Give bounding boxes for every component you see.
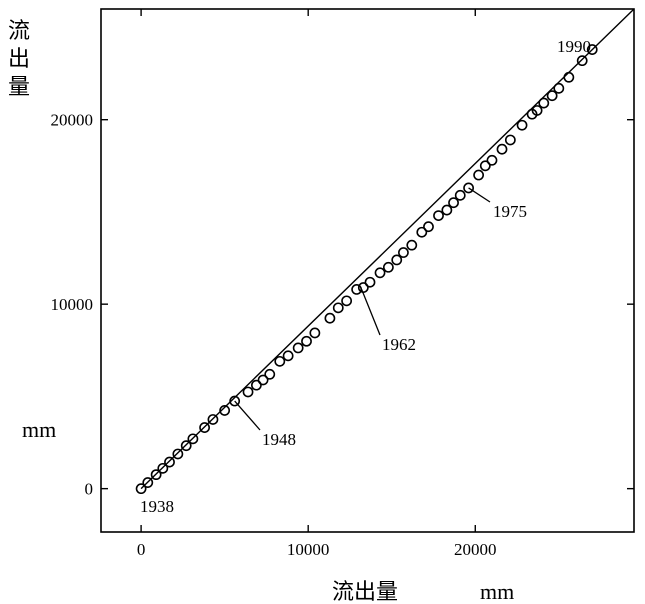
data-point [398,247,409,258]
data-point [135,483,147,495]
data-point [257,374,269,386]
data-points [135,44,598,495]
data-point [586,44,598,55]
data-point [242,386,254,398]
data-point [351,284,363,295]
data-point [391,254,403,266]
data-point [264,368,276,380]
annotation-leader-line [361,289,381,336]
data-point [282,350,294,362]
data-point [504,134,516,146]
reference-line [140,8,635,490]
data-point [301,335,312,347]
y-axis-label-char-1: 流 [8,19,30,44]
y-axis-label-char-3: 量 [8,75,30,100]
year-annotation: 1975 [493,202,527,221]
data-point [538,97,550,109]
x-axis-label: 流出量 [332,580,398,604]
data-point [433,210,444,222]
plot-area-frame [100,8,635,533]
data-point [142,477,154,488]
data-point [406,239,418,251]
data-point [292,342,304,354]
data-point [441,204,453,216]
axis-ticks [101,9,634,532]
data-point [157,462,169,474]
year-annotation: 1962 [382,335,416,354]
data-point [448,197,459,209]
data-point [553,82,565,94]
y-axis-label-char-2: 出 [8,47,30,72]
data-point [229,395,241,407]
data-point [516,119,528,131]
y-tick-label: 10000 [51,295,94,314]
data-point [199,422,210,433]
data-point [332,302,344,314]
data-point [416,226,428,238]
data-point [172,448,184,460]
x-tick-label: 0 [137,540,146,559]
data-point [250,379,262,391]
year-annotation: 1938 [140,497,174,516]
x-axis-unit: mm [480,579,514,604]
data-point [473,169,485,181]
y-tick-label: 0 [85,480,94,499]
data-point [180,440,192,452]
data-point [546,90,558,102]
year-annotation: 1948 [262,430,296,449]
data-point [364,276,376,288]
data-point [324,312,336,324]
data-point [486,154,498,166]
y-tick-label: 20000 [51,111,94,130]
year-annotation: 1990 [557,37,591,56]
annotation-leaders [234,187,491,431]
data-point [187,433,199,445]
data-point [357,282,369,293]
data-point [274,355,286,367]
data-point [531,105,543,116]
data-point [463,182,474,194]
data-point [341,295,353,307]
year-annotations: 1938 1948 1962 1975 1990 [140,37,591,516]
data-point [563,71,575,83]
data-point [454,189,466,201]
data-point [219,405,231,416]
data-point [309,327,321,339]
axis-tick-labels: 0 10000 20000 0 10000 20000 [51,111,497,559]
data-point [423,221,434,233]
data-point [207,414,219,425]
data-point [576,55,588,67]
x-tick-label: 10000 [287,540,330,559]
data-point [479,160,491,172]
x-tick-label: 20000 [454,540,497,559]
data-point [164,456,175,468]
y-axis-label: 流 出 量 [8,19,30,100]
data-point [374,267,386,279]
y-axis-unit: mm [22,417,56,442]
annotation-leader-line [234,400,261,431]
data-point [150,469,162,481]
data-point [496,143,508,155]
data-point [382,261,394,273]
